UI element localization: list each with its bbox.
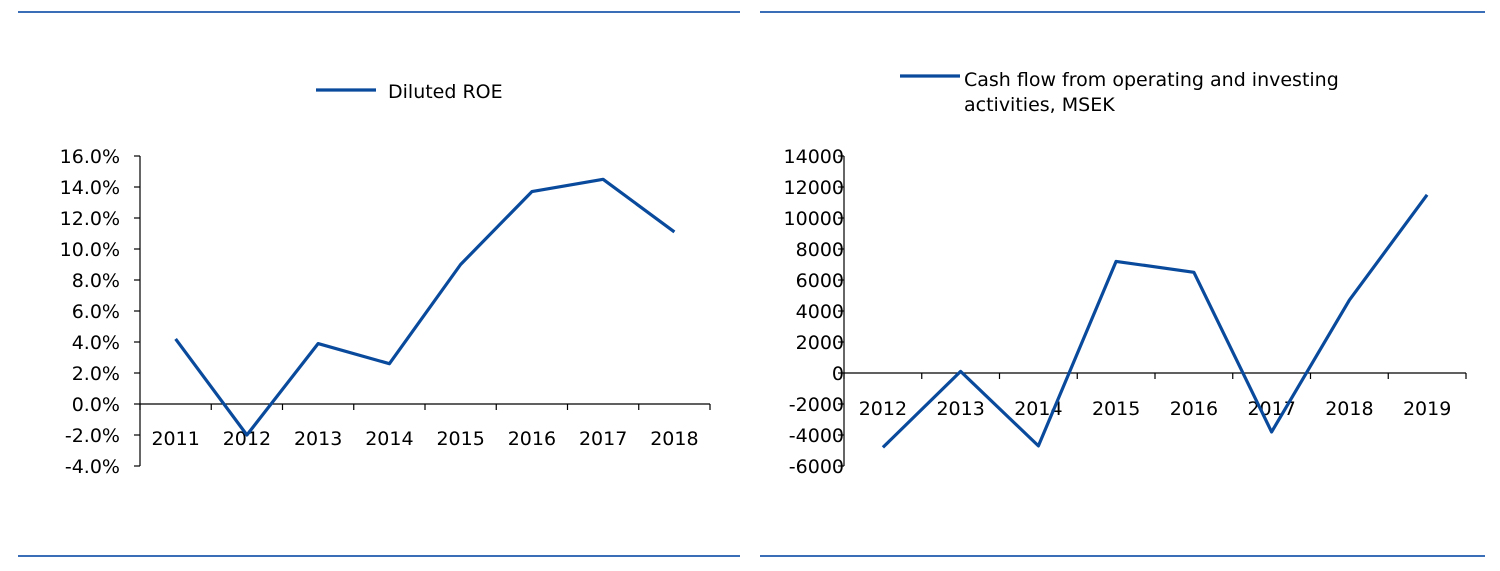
y-tick-label: -4000: [789, 425, 844, 447]
y-tick-label: 10.0%: [60, 239, 120, 261]
legend-label: Diluted ROE: [388, 81, 503, 103]
x-tick-label: 2017: [579, 428, 627, 450]
y-tick-label: 4000: [796, 301, 844, 323]
y-tick-label: 6000: [796, 270, 844, 292]
y-tick-label: 0: [832, 363, 844, 385]
cashflow-line-chart: 14000 12000 10000 8000 6000 4000 2000 0 -2000 -40…: [760, 11, 1485, 557]
x-tick-label: 2018: [650, 428, 698, 450]
x-tick-label: 2011: [151, 428, 199, 450]
y-tick-label: 0.0%: [72, 394, 120, 416]
y-tick-label: 8000: [796, 239, 844, 261]
y-tick-label: 2.0%: [72, 363, 120, 385]
y-tick-label: 6.0%: [72, 301, 120, 323]
x-tick-label: 2013: [294, 428, 342, 450]
y-tick-label: 2000: [796, 332, 844, 354]
y-tick-label: -2000: [789, 394, 844, 416]
y-tick-label: 12.0%: [60, 208, 120, 230]
y-tick-label: 14.0%: [60, 177, 120, 199]
x-tick-label: 2013: [936, 398, 984, 420]
cashflow-chart-panel: 14000 12000 10000 8000 6000 4000 2000 0 -2000 -40…: [760, 0, 1500, 571]
x-tick-label: 2015: [1092, 398, 1140, 420]
x-tick-label: 2015: [436, 428, 484, 450]
y-tick-label: -6000: [789, 456, 844, 478]
x-tick-label: 2019: [1403, 398, 1451, 420]
roe-chart-panel: 16.0% 14.0% 12.0% 10.0% 8.0% 6.0% 4.0% 2.0% 0.0%…: [0, 0, 745, 571]
y-tick-label: 12000: [784, 177, 844, 199]
legend-label: Cash flow from operating and investing: [964, 69, 1339, 91]
x-tick-label: 2012: [223, 428, 271, 450]
y-tick-label: 10000: [784, 208, 844, 230]
y-tick-label: 14000: [784, 146, 844, 168]
x-tick-label: 2018: [1325, 398, 1373, 420]
y-tick-label: 4.0%: [72, 332, 120, 354]
y-tick-label: -2.0%: [65, 425, 120, 447]
series-line: [174, 177, 676, 437]
y-tick-label: 16.0%: [60, 146, 120, 168]
legend-label: activities, MSEK: [964, 94, 1115, 116]
series-line: [881, 193, 1429, 449]
y-tick-label: 8.0%: [72, 270, 120, 292]
x-tick-label: 2016: [1170, 398, 1218, 420]
x-tick-label: 2014: [365, 428, 413, 450]
x-tick-label: 2016: [508, 428, 556, 450]
y-tick-label: -4.0%: [65, 456, 120, 478]
roe-line-chart: 16.0% 14.0% 12.0% 10.0% 8.0% 6.0% 4.0% 2.0% 0.0%…: [18, 11, 740, 557]
x-tick-label: 2012: [859, 398, 907, 420]
